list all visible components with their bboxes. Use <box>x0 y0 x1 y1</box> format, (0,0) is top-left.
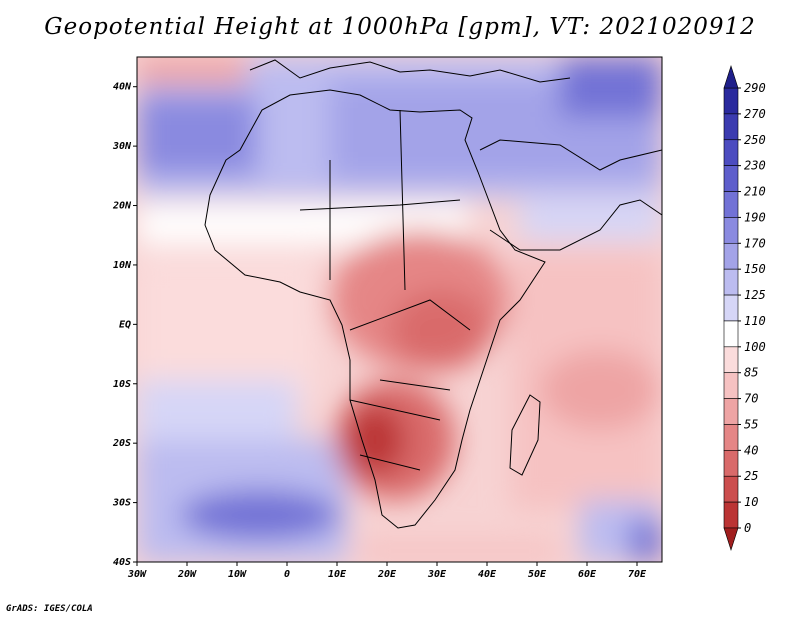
country-borders <box>299 109 471 471</box>
colorbar-label: 125 <box>744 288 766 302</box>
y-tick-label: 20S <box>112 438 131 449</box>
colorbar-label: 110 <box>744 314 766 328</box>
colorbar-label: 85 <box>744 366 758 380</box>
colorbar-swatch <box>723 372 739 399</box>
y-tick-label: 30N <box>112 141 132 152</box>
colorbar-swatch <box>723 346 739 374</box>
x-tick-label: 10E <box>328 569 347 580</box>
colorbar: 2902702502302101901701501251101008570554… <box>723 65 766 551</box>
height-field <box>137 57 662 562</box>
colorbar-label: 55 <box>744 417 758 431</box>
colorbar-label: 0 <box>744 521 751 535</box>
y-tick-label: 10N <box>113 260 132 271</box>
colorbar-swatch <box>723 191 739 218</box>
y-tick-label: 40S <box>113 557 131 568</box>
colorbar-swatch <box>723 475 739 503</box>
x-tick-label: 10W <box>228 569 247 580</box>
footer-credit: GrADS: IGES/COLA <box>6 604 93 614</box>
x-tick-label: 70E <box>628 569 647 580</box>
x-tick-label: 0 <box>284 569 290 580</box>
y-tick-label: 30S <box>112 498 131 509</box>
colorbar-swatch <box>723 113 739 141</box>
axis-labels: 30W 20W 10W 0 10E 20E 30E 40E 50E 60E 70E 40N 30N 20N… <box>112 82 647 580</box>
colorbar-label: 250 <box>744 133 766 147</box>
colorbar-label: 70 <box>744 392 758 406</box>
colorbar-bottom-arrow <box>723 527 739 551</box>
colorbar-label: 40 <box>744 443 758 457</box>
mediterranean-coast <box>249 59 571 83</box>
colorbar-label: 210 <box>744 185 766 199</box>
map-plot-area <box>137 57 662 562</box>
colorbar-label: 290 <box>744 81 766 95</box>
y-tick-label: 10S <box>113 379 131 390</box>
colorbar-swatch <box>723 268 739 296</box>
y-tick-label: EQ <box>119 319 131 330</box>
colorbar-swatch <box>723 139 739 166</box>
colorbar-swatch <box>723 165 739 192</box>
colorbar-top-arrow <box>723 65 739 89</box>
colorbar-swatch <box>723 294 739 322</box>
colorbar-label: 190 <box>744 210 766 224</box>
colorbar-label: 150 <box>744 262 766 276</box>
x-tick-label: 50E <box>528 569 547 580</box>
colorbar-label: 10 <box>744 495 758 509</box>
y-tick-label: 40N <box>113 82 132 93</box>
map-frame <box>136 56 663 563</box>
colorbar-label: 100 <box>744 340 766 354</box>
x-tick-label: 30W <box>127 569 147 580</box>
colorbar-swatch <box>723 217 739 244</box>
colorbar-label: 25 <box>744 469 758 483</box>
x-tick-label: 60E <box>578 569 597 580</box>
y-tick-label: 20N <box>112 201 132 212</box>
colorbar-swatch <box>723 242 739 270</box>
colorbar-label: 230 <box>744 159 766 173</box>
arabia-coastline <box>479 139 662 251</box>
axis-ticks <box>133 86 638 566</box>
colorbar-label: 270 <box>744 107 766 121</box>
chart-title: Geopotential Height at 1000hPa [gpm], VT… <box>44 14 756 40</box>
x-tick-label: 30E <box>427 569 447 580</box>
x-tick-label: 20W <box>177 569 197 580</box>
colorbar-swatch <box>723 501 739 529</box>
colorbar-swatch <box>723 450 739 477</box>
x-tick-label: 40E <box>478 569 497 580</box>
colorbar-swatch <box>723 87 739 115</box>
colorbar-swatch <box>723 424 739 451</box>
colorbar-label: 170 <box>744 236 766 250</box>
coastlines <box>204 59 662 529</box>
colorbar-swatch <box>723 398 739 425</box>
colorbar-swatch <box>723 320 739 348</box>
x-tick-label: 20E <box>377 569 397 580</box>
madagascar-coastline <box>509 394 541 476</box>
